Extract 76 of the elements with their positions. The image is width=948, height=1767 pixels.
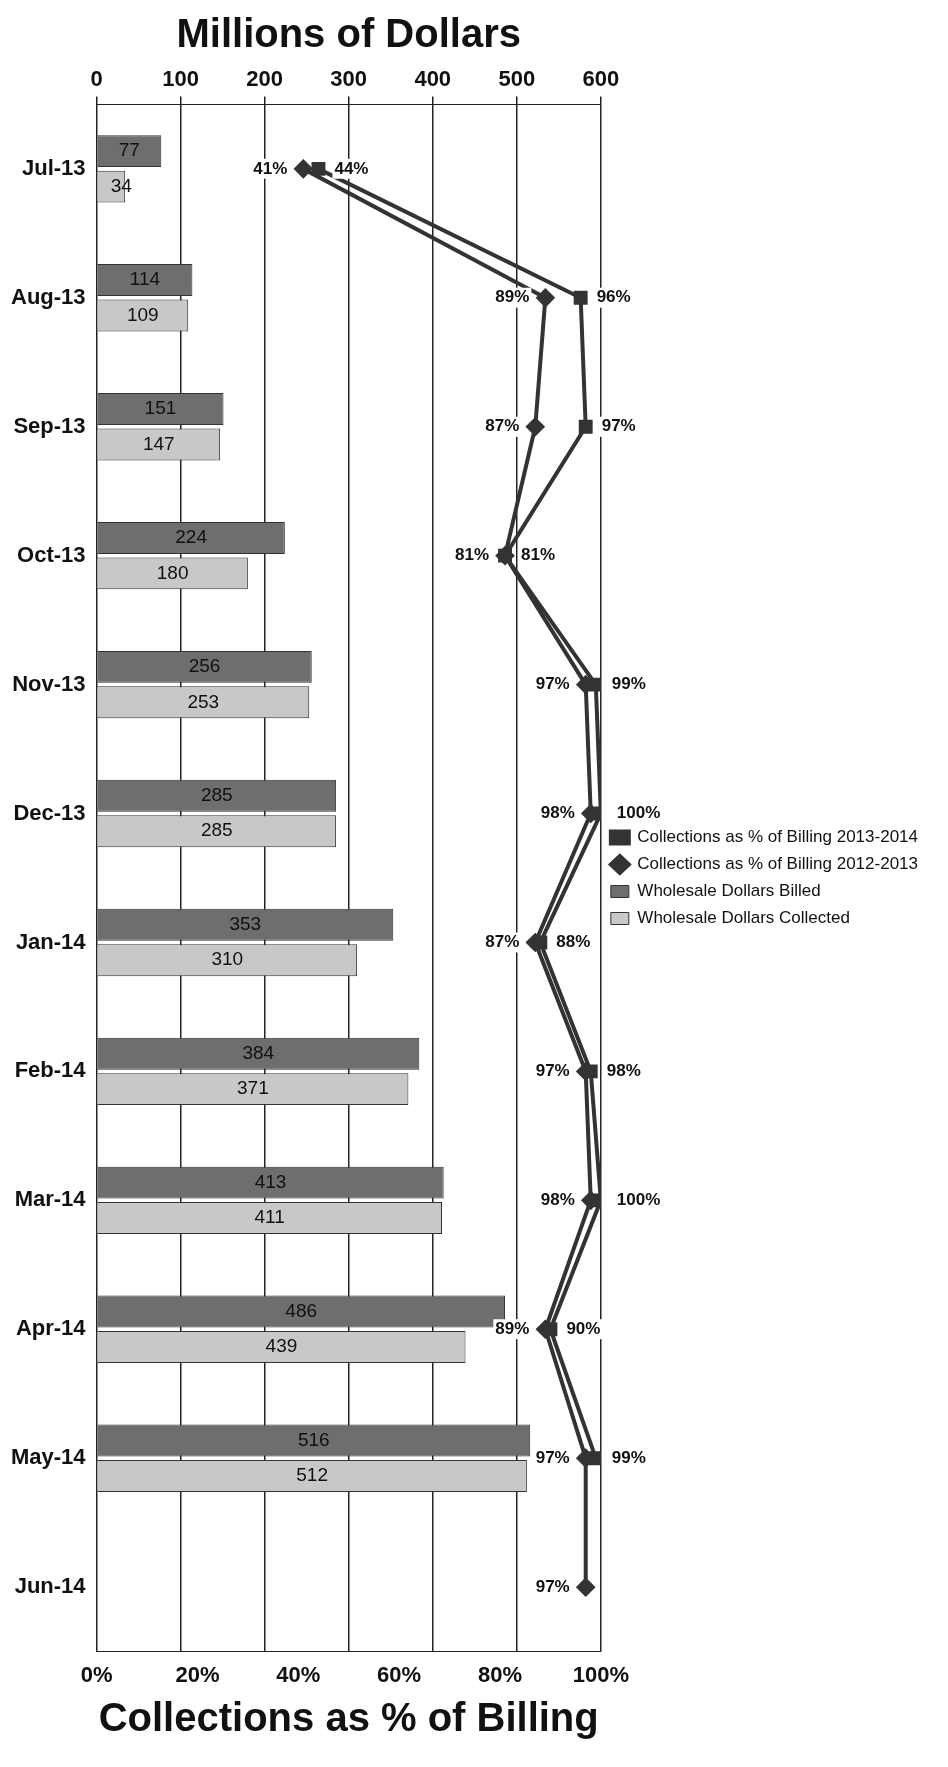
data-label: 44% bbox=[334, 158, 369, 178]
x2-tick-label: 40% bbox=[276, 1661, 321, 1687]
data-label: 256 bbox=[188, 655, 221, 677]
data-label: 81% bbox=[521, 545, 556, 565]
x-axis-title: Millions of Dollars bbox=[176, 11, 521, 56]
data-label: 99% bbox=[611, 1447, 646, 1467]
data-label: 87% bbox=[485, 416, 520, 436]
data-label: 224 bbox=[175, 526, 208, 548]
data-label: 114 bbox=[129, 268, 161, 290]
data-label: 98% bbox=[540, 1190, 575, 1210]
data-label: 81% bbox=[455, 545, 490, 565]
x2-tick-label: 0% bbox=[80, 1661, 113, 1687]
data-label: 384 bbox=[242, 1041, 275, 1063]
data-label: 100% bbox=[616, 1190, 661, 1210]
x-tick-label: 500 bbox=[498, 66, 536, 92]
data-label: 147 bbox=[142, 432, 175, 454]
y-tick-label: Feb-14 bbox=[14, 1057, 87, 1083]
legend-label: Wholesale Dollars Collected bbox=[637, 908, 850, 928]
data-label: 96% bbox=[596, 287, 631, 307]
data-label: 512 bbox=[296, 1464, 328, 1486]
x-tick-label: 400 bbox=[414, 66, 452, 92]
y-tick-label: Dec-13 bbox=[13, 799, 86, 825]
y-tick-label: Mar-14 bbox=[14, 1186, 87, 1212]
data-label: 411 bbox=[254, 1206, 285, 1228]
x2-tick-label: 100% bbox=[572, 1661, 629, 1687]
legend-label: Wholesale Dollars Billed bbox=[637, 881, 821, 901]
data-label: 516 bbox=[297, 1428, 330, 1450]
data-label: 34 bbox=[110, 174, 133, 196]
y-tick-label: May-14 bbox=[11, 1444, 87, 1470]
data-label: 100% bbox=[616, 803, 661, 823]
data-label: 97% bbox=[535, 1061, 570, 1081]
x2-tick-label: 20% bbox=[175, 1661, 220, 1687]
data-label: 353 bbox=[229, 912, 262, 934]
data-label: 253 bbox=[187, 690, 220, 712]
y-tick-label: Oct-13 bbox=[17, 541, 86, 567]
data-label: 413 bbox=[254, 1170, 287, 1192]
data-label: 285 bbox=[200, 784, 233, 806]
data-label: 99% bbox=[611, 674, 646, 694]
y-tick-label: Jul-13 bbox=[22, 154, 86, 180]
data-label: 98% bbox=[606, 1061, 641, 1081]
x-tick-label: 0 bbox=[90, 66, 103, 92]
data-label: 285 bbox=[200, 819, 233, 841]
x2-tick-label: 60% bbox=[377, 1661, 422, 1687]
data-label: 89% bbox=[495, 287, 530, 307]
data-label: 151 bbox=[144, 397, 177, 419]
x-tick-label: 600 bbox=[582, 66, 620, 92]
data-label: 97% bbox=[535, 1447, 570, 1467]
x-tick-label: 100 bbox=[162, 66, 199, 92]
data-label: 77 bbox=[118, 139, 140, 161]
data-label: 89% bbox=[495, 1318, 530, 1338]
data-label: 41% bbox=[253, 158, 288, 178]
y-tick-label: Nov-13 bbox=[12, 670, 86, 696]
data-label: 88% bbox=[556, 932, 591, 952]
y-tick-label: Apr-14 bbox=[15, 1315, 87, 1341]
data-label: 97% bbox=[535, 1576, 570, 1596]
y-tick-label: Jan-14 bbox=[15, 928, 87, 954]
x2-axis-title: Collections as % of Billing bbox=[98, 1695, 599, 1740]
data-label: 180 bbox=[156, 561, 189, 583]
data-label: 486 bbox=[285, 1299, 318, 1321]
y-tick-label: Aug-13 bbox=[11, 283, 86, 309]
data-label: 87% bbox=[485, 932, 520, 952]
data-label: 310 bbox=[211, 948, 244, 970]
legend-label: Collections as % of Billing 2013-2014 bbox=[637, 827, 919, 847]
x-tick-label: 200 bbox=[246, 66, 284, 92]
x2-tick-label: 80% bbox=[477, 1661, 523, 1687]
y-tick-label: Jun-14 bbox=[14, 1573, 87, 1599]
data-label: 97% bbox=[535, 674, 570, 694]
legend-label: Collections as % of Billing 2012-2013 bbox=[637, 854, 919, 874]
data-label: 371 bbox=[237, 1077, 269, 1099]
data-label: 97% bbox=[601, 416, 636, 436]
x-tick-label: 300 bbox=[330, 66, 368, 92]
data-label: 90% bbox=[566, 1318, 601, 1338]
data-label: 439 bbox=[265, 1335, 298, 1357]
data-label: 109 bbox=[126, 303, 159, 325]
data-label: 98% bbox=[540, 803, 575, 823]
y-tick-label: Sep-13 bbox=[13, 412, 86, 438]
